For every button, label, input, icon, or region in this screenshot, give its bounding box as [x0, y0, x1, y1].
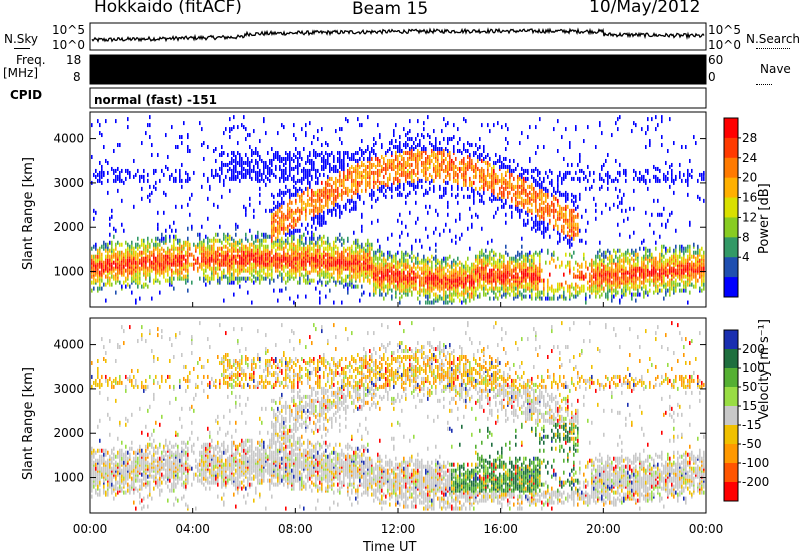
ytick-label: 3000	[53, 176, 84, 190]
colorbar-segment	[724, 444, 738, 464]
colorbar-segment	[724, 138, 738, 158]
colorbar-segment	[724, 277, 738, 297]
colorbar-segment	[724, 118, 738, 138]
colorbar-tick-label: -100	[742, 456, 769, 470]
colorbar-tick-label: 12	[742, 210, 757, 224]
ytick-label: 2000	[53, 220, 84, 234]
xtick-label: 20:00	[586, 522, 621, 536]
colorbar-segment	[724, 482, 738, 502]
colorbar-tick-label: 20	[742, 171, 757, 185]
colorbar-segment	[724, 178, 738, 198]
colorbar-tick-label: 200	[742, 342, 765, 356]
ytick-label: 1000	[53, 265, 84, 279]
xtick-label: 16:00	[483, 522, 518, 536]
ytick-label: 1000	[53, 471, 84, 485]
xtick-label: 00:00	[73, 522, 108, 536]
ytick-label: 2000	[53, 426, 84, 440]
colorbar-segment	[724, 237, 738, 257]
ytick-label: 3000	[53, 382, 84, 396]
colorbar-tick-label: 28	[742, 131, 757, 145]
colorbar-tick-label: -15	[742, 418, 762, 432]
colorbar-tick-label: 100	[742, 361, 765, 375]
ytick-label: 4000	[53, 132, 84, 146]
xtick-label: 08:00	[278, 522, 313, 536]
colorbar-tick-label: -50	[742, 437, 762, 451]
colorbar-tick-label: 16	[742, 191, 757, 205]
colorbar-segment	[724, 406, 738, 426]
colorbar-segment	[724, 257, 738, 277]
colorbar-segment	[724, 368, 738, 388]
colorbar-segment	[724, 463, 738, 483]
colorbar-segment	[724, 387, 738, 407]
colorbar-segment	[724, 330, 738, 350]
colorbar-tick-label: -200	[742, 475, 769, 489]
noise-sky-series	[92, 29, 704, 41]
colorbar-segment	[724, 158, 738, 178]
colorbar-segment	[724, 217, 738, 237]
xtick-label: 00:00	[689, 522, 724, 536]
velocity-scatter-cells	[91, 321, 705, 510]
colorbar-tick-label: 50	[742, 380, 757, 394]
colorbar-segment	[724, 425, 738, 445]
colorbar-segment	[724, 198, 738, 218]
colorbar-tick-label: 24	[742, 151, 757, 165]
cpid-panel-frame	[90, 88, 706, 108]
ytick-label: 4000	[53, 338, 84, 352]
xtick-label: 12:00	[381, 522, 416, 536]
xtick-label: 04:00	[175, 522, 210, 536]
colorbar-segment	[724, 349, 738, 369]
colorbar-tick-label: 15	[742, 399, 757, 413]
colorbar-tick-label: 4	[742, 250, 750, 264]
power-scatter-cells	[91, 115, 705, 304]
colorbar-tick-label: 8	[742, 230, 750, 244]
